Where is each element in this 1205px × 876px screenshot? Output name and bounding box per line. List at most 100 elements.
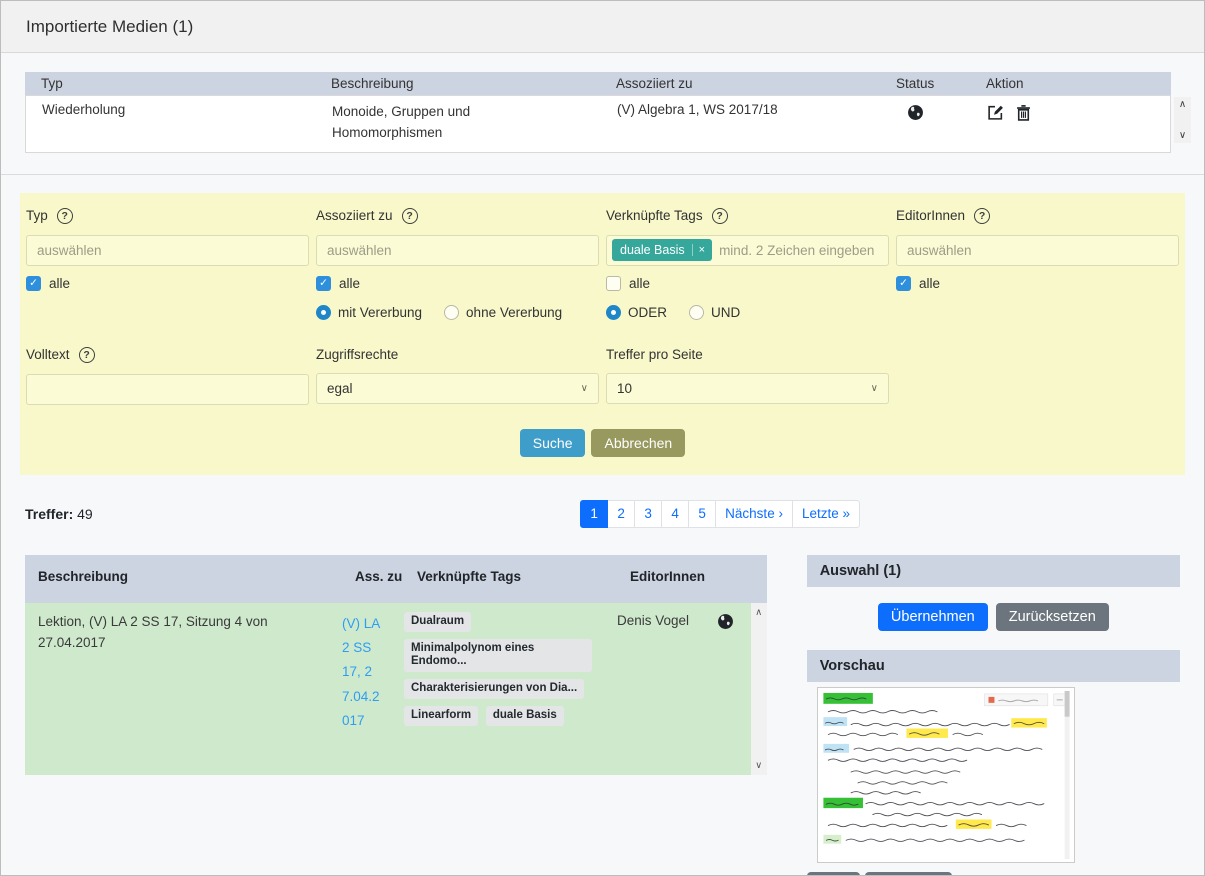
editorinnen-input[interactable] [896, 234, 1179, 266]
page-title: Importierte Medien (1) [26, 16, 194, 36]
page-2[interactable]: 2 [607, 499, 636, 528]
filter-zugriffsrechte: Zugriffsrechte egal ∨ [316, 344, 599, 405]
imported-media-row: Wiederholung Monoide, Gruppen und Homomo… [25, 95, 1171, 153]
page-3[interactable]: 3 [634, 499, 663, 528]
tag-remove-icon[interactable]: × [691, 244, 712, 257]
chevron-down-icon: ∨ [580, 382, 588, 394]
filter-row-2: Volltext ? Zugriffsrechte egal ∨ Treffer… [26, 344, 1179, 405]
filter-row-1: Typ ? ✓ alle Assoziiert zu ? ✓ alle [26, 205, 1179, 320]
assoziiert-alle-label: alle [339, 275, 361, 291]
editorinnen-help-icon[interactable]: ? [974, 207, 991, 224]
typ-label: Typ [26, 208, 48, 224]
zuruecksetzen-button[interactable]: Zurücksetzen [995, 602, 1109, 631]
radio-on-icon[interactable] [606, 304, 621, 320]
preview-thumbnail[interactable] [816, 686, 1075, 863]
page-last[interactable]: Letzte » [791, 499, 860, 528]
edit-icon[interactable] [987, 104, 1004, 121]
filter-buttons: Suche Abbrechen [26, 428, 1179, 457]
abbrechen-button[interactable]: Abbrechen [591, 428, 686, 457]
scroll-up-icon[interactable]: ∧ [1178, 99, 1187, 110]
col-verknuepfte-tags: Verknüpfte Tags [417, 568, 522, 584]
radio-off-icon[interactable] [689, 304, 705, 320]
radio-oder[interactable]: ODER [606, 304, 667, 320]
imported-media-section: Typ Beschreibung Assoziiert zu Status Ak… [25, 72, 1191, 153]
treffer-count: Treffer: 49 [25, 505, 93, 522]
imported-media-table-header: Typ Beschreibung Assoziiert zu Status Ak… [25, 72, 1171, 95]
scroll-up-icon[interactable]: ∧ [755, 606, 763, 618]
result-tag: Minimalpolynom eines Endomo... [404, 638, 592, 673]
suche-button[interactable]: Suche [519, 428, 586, 457]
zugriffsrechte-label: Zugriffsrechte [316, 346, 399, 362]
section-divider [1, 173, 1204, 175]
trash-icon[interactable] [1016, 104, 1031, 121]
status-cell [881, 102, 971, 144]
treffer-pro-seite-select[interactable]: 10 ∨ [606, 372, 889, 404]
imported-table-scrollbar[interactable]: ∧ ∨ [1174, 97, 1191, 143]
assoziiert-alle-checkbox[interactable]: ✓ [316, 275, 331, 291]
tags-input[interactable] [719, 242, 883, 258]
col-aktion: Aktion [986, 76, 1024, 91]
imported-media-table: Typ Beschreibung Assoziiert zu Status Ak… [25, 72, 1171, 153]
action-cell [971, 102, 1170, 144]
results-scrollbar[interactable]: ∧ ∨ [750, 602, 767, 775]
tags-alle-checkbox[interactable] [606, 275, 621, 291]
vorschau-header: Vorschau [806, 649, 1180, 682]
typ-alle-checkbox[interactable]: ✓ [26, 275, 41, 291]
radio-on-icon[interactable] [316, 304, 331, 320]
result-tag: Charakterisierungen von Dia... [404, 679, 585, 700]
volltext-help-icon[interactable]: ? [78, 346, 95, 363]
result-tags: Dualraum Minimalpolynom eines Endomo... … [394, 611, 610, 775]
tags-help-icon[interactable]: ? [711, 207, 728, 224]
cell-typ: Wiederholung [42, 102, 126, 117]
tags-label: Verknüpfte Tags [606, 208, 703, 224]
page-5[interactable]: 5 [688, 499, 717, 528]
globe-icon [718, 613, 733, 629]
uebernehmen-button[interactable]: Übernehmen [877, 602, 988, 631]
manuskript-badge: Manuskript [864, 871, 953, 875]
globe-icon [908, 105, 923, 120]
zugriffsrechte-select[interactable]: egal ∨ [316, 372, 599, 404]
scroll-down-icon[interactable]: ∨ [755, 759, 763, 771]
result-ass-zu-link[interactable]: (V) LA 2 SS 17, 27.04.2017 [342, 615, 380, 729]
tags-alle-label: alle [629, 275, 651, 291]
assoziiert-input[interactable] [316, 234, 599, 266]
page-4[interactable]: 4 [661, 499, 690, 528]
filter-panel: Typ ? ✓ alle Assoziiert zu ? ✓ alle [20, 192, 1185, 475]
results-table-body: Lektion, (V) LA 2 SS 17, Sitzung 4 von 2… [25, 602, 767, 775]
media-type-badges: Video Manuskript [806, 871, 1180, 875]
result-tag: duale Basis [485, 706, 564, 726]
cell-beschreibung: Monoide, Gruppen und Homomorphismen [332, 104, 471, 140]
tag-chip-duale-basis[interactable]: duale Basis × [612, 239, 713, 262]
editorinnen-alle-checkbox[interactable]: ✓ [896, 275, 911, 291]
video-badge: Video [806, 871, 860, 875]
page-next[interactable]: Nächste › [715, 499, 793, 528]
treffer-pro-seite-label: Treffer pro Seite [606, 346, 703, 362]
result-row[interactable]: Lektion, (V) LA 2 SS 17, Sitzung 4 von 2… [25, 602, 751, 775]
typ-help-icon[interactable]: ? [56, 207, 73, 224]
result-tag: Dualraum [404, 611, 472, 632]
results-table-header: Beschreibung Ass. zu Verknüpfte Tags Edi… [25, 554, 767, 603]
results-summary-row: Treffer: 49 1 2 3 4 5 Nächste › Letzte » [25, 499, 1180, 529]
page-1[interactable]: 1 [580, 499, 609, 528]
col-status: Status [896, 76, 935, 91]
radio-mit-vererbung[interactable]: mit Vererbung [316, 304, 422, 320]
filter-volltext: Volltext ? [26, 344, 309, 405]
volltext-input[interactable] [26, 373, 309, 405]
result-tag: Linearform [404, 706, 479, 726]
editorinnen-alle-label: alle [919, 275, 941, 291]
assoziiert-help-icon[interactable]: ? [401, 207, 418, 224]
filter-editorinnen: EditorInnen ? ✓ alle [896, 205, 1179, 320]
filter-typ: Typ ? ✓ alle [26, 205, 309, 320]
filter-assoziiert: Assoziiert zu ? ✓ alle mit Vererbung ohn… [316, 205, 599, 320]
scroll-down-icon[interactable]: ∨ [1178, 130, 1187, 141]
radio-und[interactable]: UND [689, 304, 740, 320]
col-beschreibung: Beschreibung [38, 568, 129, 584]
col-typ: Typ [41, 76, 63, 91]
typ-input[interactable] [26, 234, 309, 266]
radio-off-icon[interactable] [444, 304, 460, 320]
tags-input-box[interactable]: duale Basis × [606, 234, 889, 266]
assoziiert-label: Assoziiert zu [316, 208, 393, 224]
col-ass-zu: Ass. zu [355, 568, 403, 584]
radio-ohne-vererbung[interactable]: ohne Vererbung [444, 304, 562, 320]
